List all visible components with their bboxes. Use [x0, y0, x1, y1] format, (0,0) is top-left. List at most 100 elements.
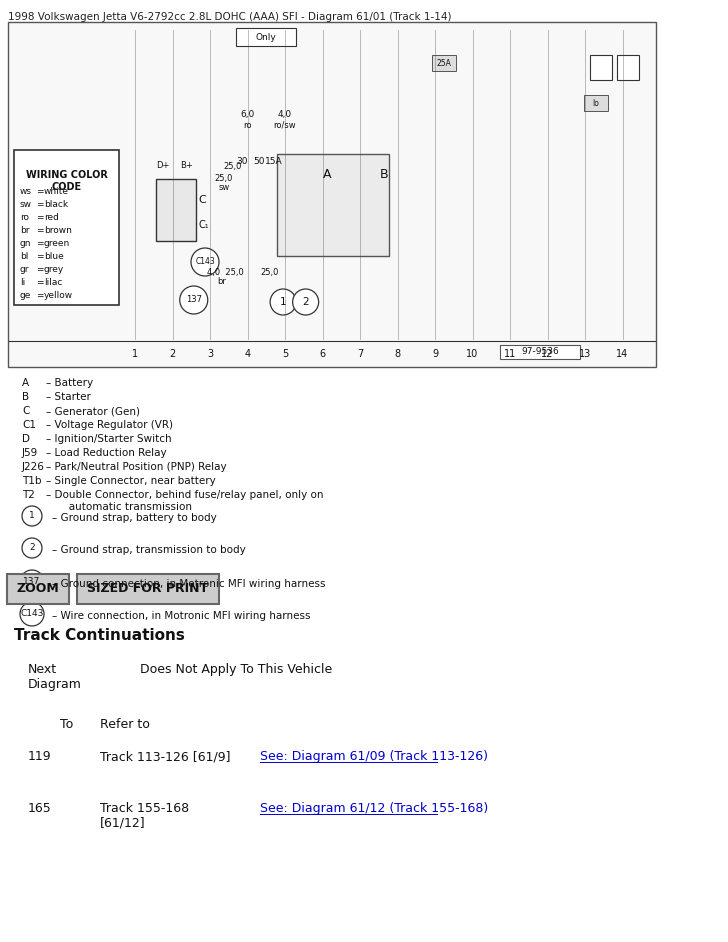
Text: red: red	[44, 213, 59, 222]
Text: blue: blue	[44, 252, 64, 261]
Text: 13: 13	[579, 349, 591, 359]
Text: =: =	[36, 200, 44, 209]
Text: Next
Diagram: Next Diagram	[28, 663, 82, 691]
Text: – Battery: – Battery	[46, 378, 93, 388]
FancyBboxPatch shape	[584, 95, 608, 111]
Text: li: li	[20, 278, 25, 287]
Text: 2: 2	[170, 349, 175, 359]
Text: black: black	[44, 200, 68, 209]
Text: ws: ws	[20, 187, 32, 196]
Text: 12: 12	[542, 349, 554, 359]
Text: 9: 9	[432, 349, 438, 359]
Circle shape	[180, 286, 207, 314]
Text: white: white	[44, 187, 69, 196]
Text: C₁: C₁	[198, 220, 209, 230]
Text: 30: 30	[236, 156, 248, 166]
Text: – Generator (Gen): – Generator (Gen)	[46, 406, 140, 416]
Text: 1998 Volkswagen Jetta V6-2792cc 2.8L DOHC (AAA) SFI - Diagram 61/01 (Track 1-14): 1998 Volkswagen Jetta V6-2792cc 2.8L DOH…	[8, 12, 451, 22]
Text: Track 155-168
[61/12]: Track 155-168 [61/12]	[100, 802, 189, 830]
FancyBboxPatch shape	[8, 22, 656, 367]
Text: B+: B+	[180, 160, 193, 170]
Text: B: B	[22, 392, 29, 402]
Text: – Double Connector, behind fuse/relay panel, only on
       automatic transmissi: – Double Connector, behind fuse/relay pa…	[46, 490, 323, 512]
Text: 165: 165	[28, 802, 52, 815]
FancyBboxPatch shape	[277, 154, 389, 256]
Text: lilac: lilac	[44, 278, 63, 287]
Text: – Ignition/Starter Switch: – Ignition/Starter Switch	[46, 434, 172, 444]
Text: 25,0: 25,0	[215, 173, 233, 183]
Text: =: =	[36, 252, 44, 261]
Text: bl: bl	[20, 252, 28, 261]
Circle shape	[22, 538, 42, 558]
Text: T1b: T1b	[22, 476, 41, 486]
Text: ro: ro	[243, 121, 252, 129]
Text: 4: 4	[245, 349, 250, 359]
Text: 119: 119	[28, 750, 52, 763]
Text: 25,0: 25,0	[261, 268, 279, 278]
Text: B: B	[379, 169, 388, 182]
Text: 8: 8	[395, 349, 400, 359]
Text: – Voltage Regulator (VR): – Voltage Regulator (VR)	[46, 420, 173, 430]
Circle shape	[22, 506, 42, 526]
Circle shape	[191, 248, 219, 276]
Text: 137: 137	[23, 577, 41, 587]
Text: brown: brown	[44, 226, 72, 235]
Text: 15A: 15A	[265, 156, 282, 166]
Text: Refer to: Refer to	[100, 718, 150, 731]
Text: – Starter: – Starter	[46, 392, 91, 402]
Text: – Ground strap, battery to body: – Ground strap, battery to body	[52, 513, 217, 523]
Text: C: C	[198, 195, 206, 205]
Text: – Ground strap, transmission to body: – Ground strap, transmission to body	[52, 545, 246, 555]
Text: 1: 1	[132, 349, 138, 359]
Text: 25,0: 25,0	[223, 163, 242, 171]
Text: 6,0: 6,0	[240, 110, 255, 120]
Text: green: green	[44, 239, 70, 248]
Text: 14: 14	[617, 349, 628, 359]
FancyBboxPatch shape	[590, 55, 612, 80]
Text: =: =	[36, 187, 44, 196]
Text: C1: C1	[22, 420, 36, 430]
Text: J226: J226	[22, 462, 45, 472]
Text: ro/sw: ro/sw	[274, 121, 296, 129]
Text: 2: 2	[302, 297, 309, 307]
Text: sw: sw	[218, 183, 229, 191]
FancyBboxPatch shape	[14, 150, 119, 305]
FancyBboxPatch shape	[7, 574, 69, 604]
Text: 97-9536: 97-9536	[521, 348, 559, 356]
Text: 50: 50	[253, 156, 264, 166]
Text: C: C	[22, 406, 29, 416]
Text: See: Diagram 61/09 (Track 113-126): See: Diagram 61/09 (Track 113-126)	[260, 750, 488, 763]
Text: T2: T2	[22, 490, 35, 500]
Circle shape	[293, 289, 319, 315]
Text: 3: 3	[207, 349, 213, 359]
Text: =: =	[36, 265, 44, 274]
Text: =: =	[36, 291, 44, 300]
Text: =: =	[36, 239, 44, 248]
Text: 4,0  25,0: 4,0 25,0	[207, 268, 243, 278]
Text: Only: Only	[256, 33, 277, 41]
Text: 5: 5	[282, 349, 288, 359]
Text: yellow: yellow	[44, 291, 73, 300]
Text: ZOOM: ZOOM	[17, 582, 60, 595]
Text: sw: sw	[20, 200, 32, 209]
Text: 2: 2	[29, 544, 35, 553]
Text: D+: D+	[156, 160, 169, 170]
Text: lo: lo	[593, 99, 599, 107]
Text: gr: gr	[20, 265, 30, 274]
Text: See: Diagram 61/12 (Track 155-168): See: Diagram 61/12 (Track 155-168)	[260, 802, 488, 815]
Text: 7: 7	[357, 349, 363, 359]
Text: Track Continuations: Track Continuations	[14, 628, 185, 643]
Circle shape	[20, 602, 44, 626]
Text: Track 113-126 [61/9]: Track 113-126 [61/9]	[100, 750, 231, 763]
Text: – Wire connection, in Motronic MFI wiring harness: – Wire connection, in Motronic MFI wirin…	[52, 611, 311, 621]
Text: – Load Reduction Relay: – Load Reduction Relay	[46, 448, 167, 458]
Text: ro: ro	[20, 213, 29, 222]
Text: – Ground connection, in Motronic MFI wiring harness: – Ground connection, in Motronic MFI wir…	[52, 579, 325, 589]
FancyBboxPatch shape	[157, 179, 197, 241]
Circle shape	[20, 570, 44, 594]
FancyBboxPatch shape	[77, 574, 219, 604]
Text: C143: C143	[20, 609, 44, 619]
Text: =: =	[36, 226, 44, 235]
Text: C143: C143	[195, 257, 215, 267]
Text: 1: 1	[280, 297, 286, 307]
